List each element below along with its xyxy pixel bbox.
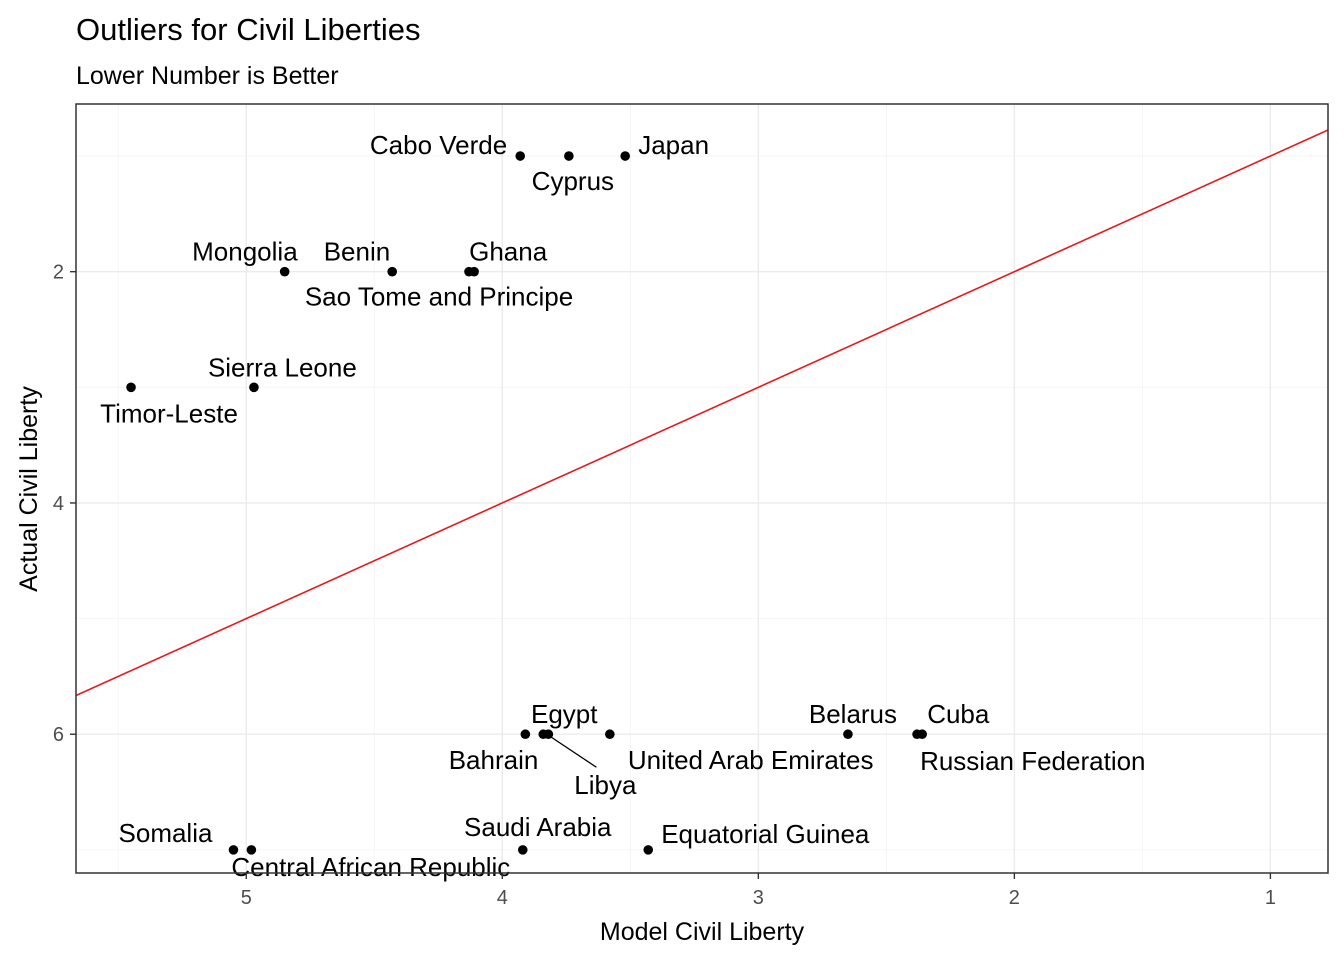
label-sao-tome-and-principe: Sao Tome and Principe	[305, 282, 573, 312]
y-tick-label: 6	[53, 724, 64, 746]
panel-border	[75, 103, 1329, 874]
point-mongolia	[279, 266, 290, 277]
x-tick-label: 2	[1009, 887, 1020, 909]
label-somalia: Somalia	[119, 818, 213, 848]
label-sierra-leone: Sierra Leone	[208, 352, 357, 382]
label-bahrain: Bahrain	[449, 745, 539, 775]
point-united-arab-emirates	[605, 729, 615, 740]
reference-line	[76, 129, 1328, 697]
point-libya	[543, 729, 554, 740]
label-cyprus: Cyprus	[532, 166, 614, 196]
point-labels: Cabo Verde Cyprus Japan Mongolia Benin Ghana S…	[100, 130, 1145, 882]
point-somalia	[228, 845, 239, 855]
label-central-african-republic: Central African Republic	[231, 852, 510, 882]
point-belarus	[843, 729, 853, 740]
y-tick-label: 4	[53, 493, 64, 515]
chart-subtitle: Lower Number is Better	[76, 62, 339, 90]
label-saudi-arabia: Saudi Arabia	[464, 812, 612, 842]
x-axis-ticks: 5 4 3 2 1	[241, 873, 1276, 909]
point-bahrain	[520, 729, 531, 740]
grid-lines	[76, 104, 1328, 873]
label-united-arab-emirates: United Arab Emirates	[628, 745, 874, 775]
reference-line-group	[76, 129, 1328, 697]
point-sao-tome-and-principe	[464, 266, 474, 277]
point-benin	[387, 266, 398, 277]
label-cabo-verde: Cabo Verde	[370, 130, 507, 160]
y-tick-label: 2	[53, 262, 64, 284]
label-cuba: Cuba	[927, 699, 990, 729]
plot-panel	[76, 104, 1328, 873]
point-saudi-arabia	[517, 845, 528, 855]
label-libya: Libya	[574, 770, 637, 800]
x-tick-label: 4	[497, 887, 508, 909]
y-axis-title: Actual Civil Liberty	[15, 386, 43, 592]
point-japan	[620, 151, 630, 161]
point-cyprus	[564, 151, 574, 161]
label-benin: Benin	[324, 237, 391, 267]
x-tick-label: 1	[1265, 887, 1276, 909]
y-axis-ticks: 2 4 6	[53, 262, 76, 746]
label-egypt: Egypt	[531, 699, 598, 729]
chart-title: Outliers for Civil Liberties	[76, 12, 421, 47]
label-equatorial-guinea: Equatorial Guinea	[661, 819, 870, 849]
label-ghana: Ghana	[469, 237, 548, 267]
point-central-african-republic	[246, 845, 257, 855]
point-russian-federation	[912, 729, 922, 740]
x-tick-label: 3	[753, 887, 764, 909]
label-russian-federation: Russian Federation	[920, 746, 1145, 776]
label-timor-leste: Timor-Leste	[100, 398, 238, 428]
x-axis-title: Model Civil Liberty	[600, 918, 805, 946]
point-cabo-verde	[515, 151, 526, 161]
point-equatorial-guinea	[643, 845, 654, 855]
leader-line-libya	[551, 736, 597, 768]
x-tick-label: 5	[241, 887, 252, 909]
point-sierra-leone	[249, 382, 259, 393]
label-belarus: Belarus	[809, 699, 897, 729]
data-points	[126, 151, 927, 855]
point-timor-leste	[126, 382, 136, 393]
label-mongolia: Mongolia	[192, 237, 298, 267]
label-leader-lines	[551, 736, 597, 768]
label-japan: Japan	[638, 130, 709, 160]
